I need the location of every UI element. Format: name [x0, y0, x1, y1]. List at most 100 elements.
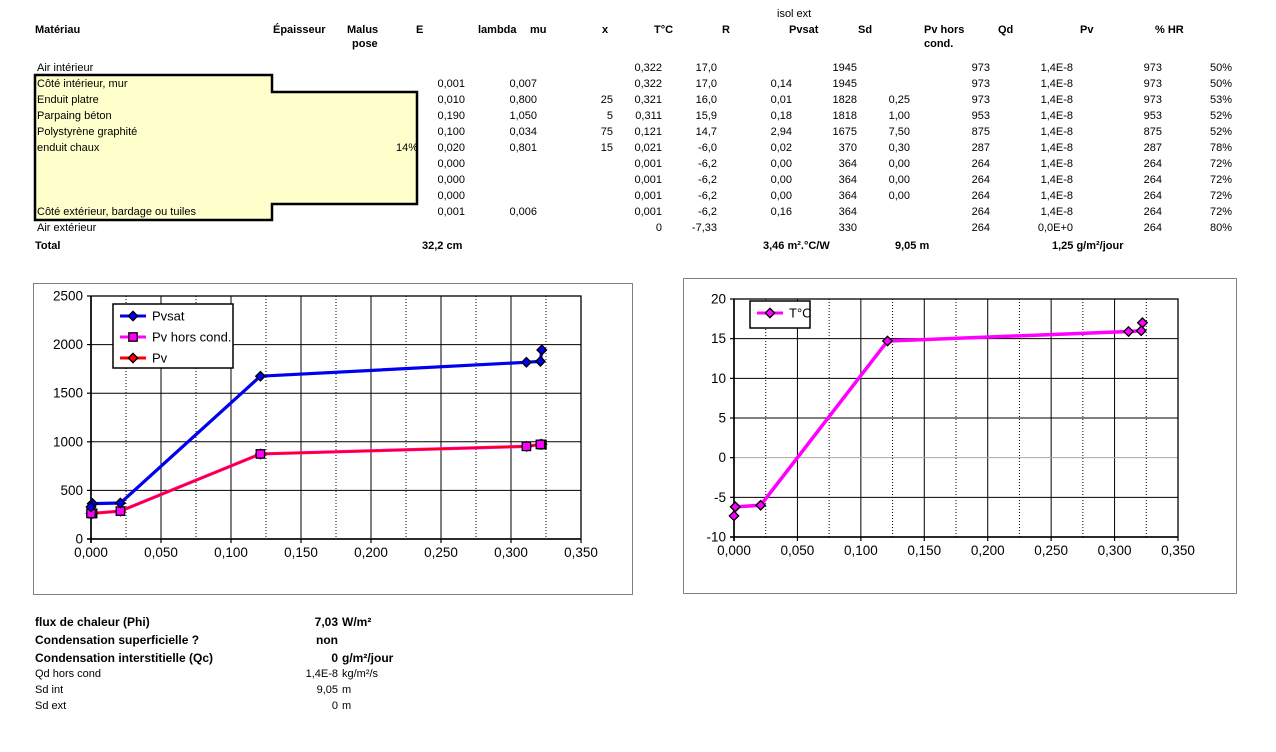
- svg-text:2500: 2500: [53, 289, 83, 304]
- col-header-hr: % HR: [1155, 24, 1184, 36]
- table-row: 0,000 0,001 -6,2 0,00 364 0,00 264 1,4E-8 264 72%: [0, 188, 1276, 204]
- svg-text:1000: 1000: [53, 434, 83, 449]
- svg-text:5: 5: [718, 411, 726, 426]
- table-cell-mu: 75: [600, 126, 613, 138]
- table-cell-hr: 78%: [1209, 142, 1232, 154]
- table-cell-hr: 53%: [1209, 94, 1232, 106]
- table-row: Parpaing béton 0,190 1,050 5 0,311 15,9 0,18 18…: [0, 108, 1276, 124]
- series-markers-T°C: [728, 317, 1149, 522]
- svg-text:10: 10: [711, 371, 726, 386]
- col-header-pvsat: Pvsat: [789, 24, 819, 36]
- table-cell-mu: 5: [606, 110, 613, 122]
- table-cell-pv_hors: 264: [971, 174, 990, 186]
- table-cell-pv: 264: [1143, 190, 1162, 202]
- summary-row: flux de chaleur (Phi) 7,03 W/m²: [0, 615, 600, 632]
- table-cell-x: 0,001: [634, 190, 662, 202]
- table-cell-pvsat: 1945: [832, 62, 857, 74]
- summary-unit: g/m²/jour: [342, 651, 394, 665]
- table-row: Côté extérieur, bardage ou tuiles 0,001 0,…: [0, 204, 1276, 220]
- svg-text:15: 15: [711, 331, 726, 346]
- table-cell-pv_hors: 287: [971, 142, 990, 154]
- table-cell-hr: 50%: [1209, 62, 1232, 74]
- table-cell-pv_hors: 875: [971, 126, 990, 138]
- table-cell-pvsat: 330: [838, 222, 857, 234]
- col-header-sd: Sd: [858, 24, 873, 36]
- table-cell-e: 0,020: [437, 142, 465, 154]
- table-cell-tc: -6,2: [698, 158, 717, 170]
- col-header-malus-2: pose: [352, 38, 378, 50]
- table-cell-e: 0,001: [437, 78, 465, 90]
- col-header-malus-1: Malus: [347, 24, 379, 36]
- table-cell-e: 0,190: [437, 110, 465, 122]
- table-cell-qd: 1,4E-8: [1040, 190, 1073, 202]
- table-cell-qd: 1,4E-8: [1040, 94, 1073, 106]
- table-cell-e: 0,000: [437, 190, 465, 202]
- series-markers-Pv hors cond.: [86, 439, 547, 519]
- table-cell-lambda: 0,800: [509, 94, 537, 106]
- table-cell-e: 0,001: [437, 206, 465, 218]
- material-name-cell: Air extérieur: [37, 222, 97, 234]
- table-cell-sd: 0,00: [888, 158, 910, 170]
- summary-label: flux de chaleur (Phi): [35, 615, 150, 629]
- table-cell-hr: 72%: [1209, 190, 1232, 202]
- svg-text:-5: -5: [714, 490, 726, 505]
- table-cell-pv: 264: [1143, 222, 1162, 234]
- table-cell-tc: 14,7: [695, 126, 717, 138]
- table-cell-qd: 1,4E-8: [1040, 62, 1073, 74]
- material-name-cell: Côté intérieur, mur: [37, 78, 128, 90]
- table-cell-x: 0,001: [634, 174, 662, 186]
- svg-text:1500: 1500: [53, 386, 83, 401]
- series-line-Pvsat: [89, 349, 544, 508]
- summary-value: 0: [331, 651, 338, 665]
- col-header-mu: mu: [530, 24, 547, 36]
- table-cell-qd: 1,4E-8: [1040, 206, 1073, 218]
- table-cell-tc: -6,2: [698, 206, 717, 218]
- chart-legend: Pvsat Pv hors cond. Pv: [112, 303, 234, 369]
- svg-text:0,150: 0,150: [907, 543, 941, 558]
- table-cell-pv: 264: [1143, 174, 1162, 186]
- svg-text:0,300: 0,300: [1098, 543, 1132, 558]
- svg-text:0,100: 0,100: [214, 545, 248, 560]
- table-cell-x: 0,001: [634, 206, 662, 218]
- table-cell-sd: 0,00: [888, 174, 910, 186]
- table-row: Enduit platre 0,010 0,800 25 0,321 16,0 0,01 18…: [0, 92, 1276, 108]
- table-row: enduit chaux 14% 0,020 0,801 15 0,021 -6,0 0,02…: [0, 140, 1276, 156]
- table-cell-e: 0,000: [437, 174, 465, 186]
- table-cell-e: 0,010: [437, 94, 465, 106]
- table-cell-pv: 953: [1143, 110, 1162, 122]
- series-line-Pv hors cond.: [90, 442, 542, 515]
- svg-text:20: 20: [711, 292, 726, 307]
- total-sd: 9,05 m: [895, 240, 930, 252]
- temperature-chart[interactable]: -10 -5 0 5 10 15 20 0,000 0,050 0,100 0,150 0,200 0,…: [683, 278, 1237, 594]
- svg-text:0,200: 0,200: [971, 543, 1005, 558]
- summary-label: Sd ext: [35, 700, 67, 712]
- summary-unit: m: [342, 684, 352, 696]
- table-cell-r: 0,00: [770, 190, 792, 202]
- table-cell-pv: 875: [1143, 126, 1162, 138]
- table-cell-e: 0,000: [437, 158, 465, 170]
- table-cell-pv_hors: 953: [971, 110, 990, 122]
- table-cell-r: 0,01: [770, 94, 792, 106]
- col-header-lambda: lambda: [478, 24, 517, 36]
- summary-value: non: [316, 633, 338, 647]
- table-row: Air extérieur 0 -7,33 330 264 0,0E+0 264 80%: [0, 220, 1276, 236]
- material-name-cell: Air intérieur: [37, 62, 94, 74]
- table-cell-r: 0,00: [770, 158, 792, 170]
- summary-unit: m: [342, 700, 352, 712]
- table-cell-x: 0,001: [634, 158, 662, 170]
- wall-section-shape: [33, 73, 419, 222]
- svg-text:0,250: 0,250: [1034, 543, 1068, 558]
- table-cell-tc: 17,0: [695, 78, 717, 90]
- svg-text:T°C: T°C: [789, 306, 812, 321]
- table-cell-pv_hors: 264: [971, 206, 990, 218]
- table-cell-pvsat: 364: [838, 158, 857, 170]
- table-cell-hr: 72%: [1209, 206, 1232, 218]
- table-cell-tc: 17,0: [695, 62, 717, 74]
- table-cell-pvsat: 1945: [832, 78, 857, 90]
- table-cell-pv: 287: [1143, 142, 1162, 154]
- col-header-pvhors-2: cond.: [924, 38, 954, 50]
- col-header-pvhors-1: Pv hors: [924, 24, 965, 36]
- table-cell-pv: 973: [1143, 62, 1162, 74]
- pressure-chart[interactable]: 0 500 1000 1500 2000 2500 0,000 0,050 0,100 0,150…: [33, 283, 633, 595]
